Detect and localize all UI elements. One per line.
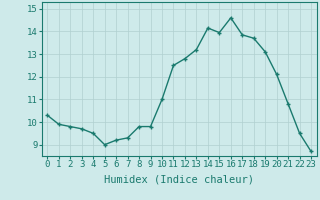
X-axis label: Humidex (Indice chaleur): Humidex (Indice chaleur) (104, 175, 254, 185)
